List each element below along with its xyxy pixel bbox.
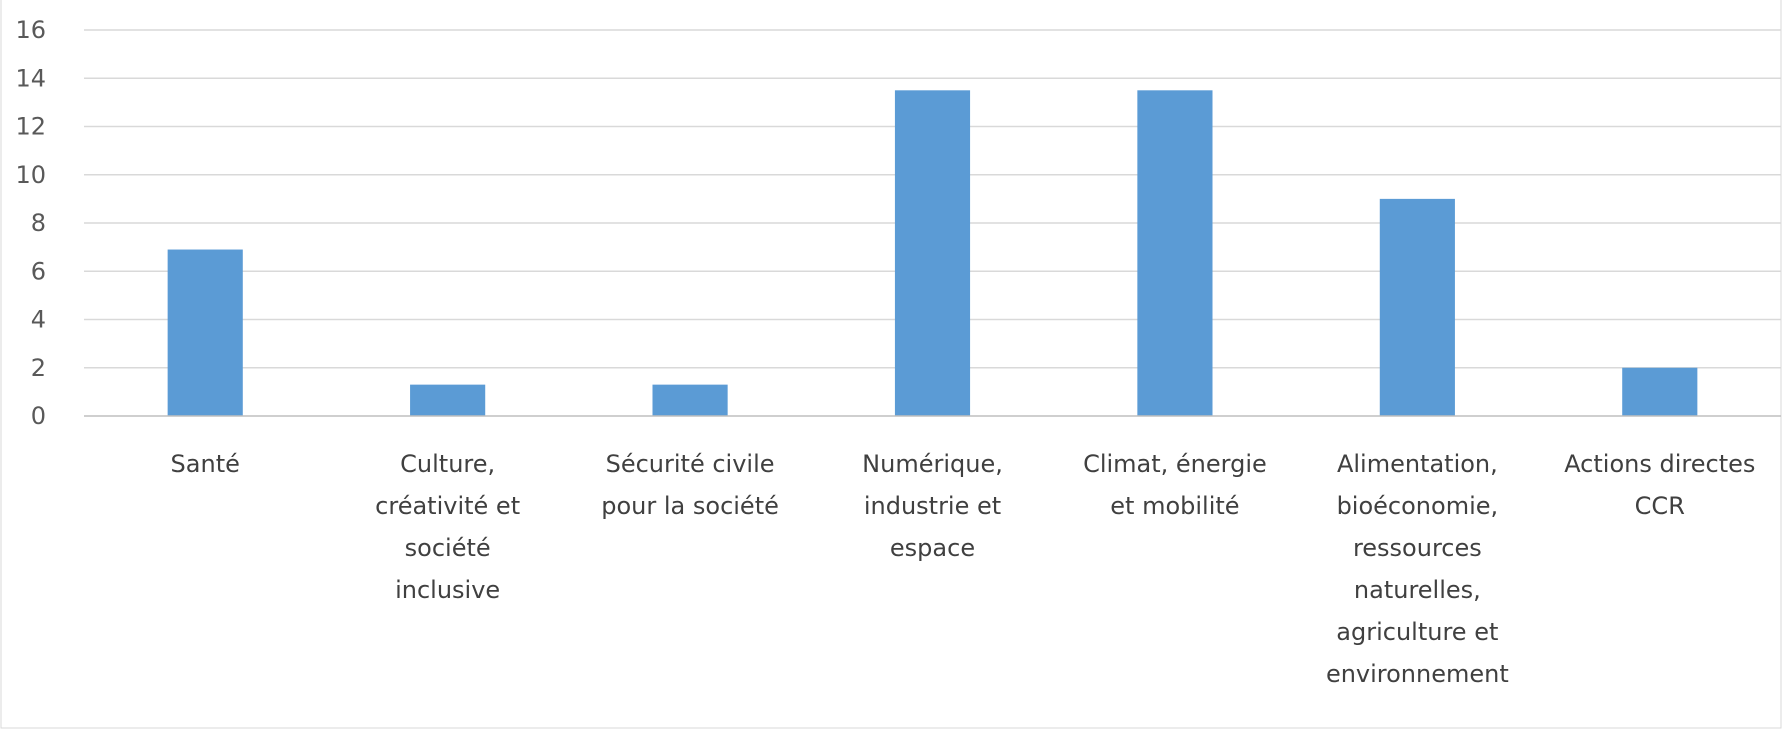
y-tick-label: 8 xyxy=(31,209,46,237)
bar xyxy=(894,90,971,416)
y-tick-label: 10 xyxy=(15,161,46,189)
y-axis-ticks: 0 2 4 6 8 10 12 14 16 xyxy=(15,16,46,430)
bar xyxy=(410,384,486,416)
x-tick-label: Santé xyxy=(171,450,240,478)
x-tick-label: Actions directes CCR xyxy=(1564,450,1755,520)
x-tick-label: Sécurité civile pour la société xyxy=(601,450,779,520)
bar xyxy=(167,249,243,416)
y-tick-label: 0 xyxy=(31,402,46,430)
y-tick-label: 16 xyxy=(15,16,46,44)
bar xyxy=(652,384,728,416)
bar xyxy=(1137,90,1213,416)
x-tick-label: Numérique, industrie et espace xyxy=(862,450,1003,562)
bars xyxy=(167,90,1698,416)
y-tick-label: 2 xyxy=(31,354,46,382)
x-tick-label: Climat, énergie et mobilité xyxy=(1083,450,1267,520)
bar xyxy=(1379,198,1455,416)
y-tick-label: 12 xyxy=(15,113,46,141)
x-tick-label: Culture, créativité et société inclusive xyxy=(375,450,520,604)
x-tick-label: Alimentation, bioéconomie, ressources natur… xyxy=(1326,450,1509,688)
bar xyxy=(1622,367,1698,416)
x-axis-labels: Santé Culture, créativité et société inclusi… xyxy=(171,450,1756,688)
y-tick-label: 14 xyxy=(15,64,46,92)
y-tick-label: 4 xyxy=(31,306,46,334)
y-tick-label: 6 xyxy=(31,257,46,285)
